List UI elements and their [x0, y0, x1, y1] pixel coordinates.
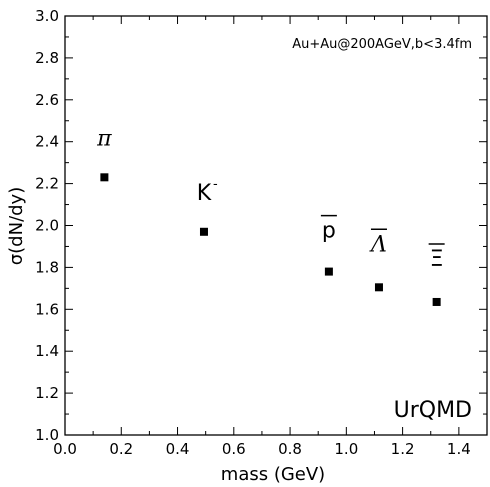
data-point	[100, 173, 109, 182]
x-tick-label: 0.2	[109, 440, 133, 458]
data-point	[324, 267, 333, 276]
particle-label: π	[96, 126, 112, 151]
y-tick-label: 2.2	[35, 175, 59, 193]
particle-label: Ξ	[430, 247, 444, 272]
x-tick-label: 0.4	[166, 440, 190, 458]
y-tick-label: 1.4	[35, 342, 59, 360]
data-points	[100, 173, 441, 306]
x-tick-label: 0.6	[222, 440, 246, 458]
x-tick-label: 1.4	[447, 440, 471, 458]
ticks: 0.0 0.2 0.4 0.6 0.8 1.0 1.2 1.4 1.0 1.2 1.4 1.6 1.8 2…	[35, 7, 488, 458]
data-point	[432, 297, 441, 306]
x-tick-label: 1.0	[334, 440, 358, 458]
y-tick-label: 1.6	[35, 300, 59, 318]
data-point	[199, 227, 208, 236]
particle-label: K	[197, 181, 212, 206]
chart-annotation: Au+Au@200AGeV,b<3.4fm	[292, 37, 472, 52]
particle-label-superscript: -	[213, 177, 218, 192]
point-labels: π K - p Λ Ξ	[96, 126, 445, 272]
y-tick-label: 1.8	[35, 258, 59, 276]
y-tick-label: 2.0	[35, 217, 59, 235]
x-tick-label: 0.8	[278, 440, 302, 458]
x-axis-title: mass (GeV)	[221, 464, 325, 485]
x-tick-label: 1.2	[391, 440, 415, 458]
y-axis-title: σ(dN/dy)	[6, 187, 27, 266]
data-point	[374, 283, 383, 292]
y-tick-label: 1.2	[35, 384, 59, 402]
urqmd-watermark: UrQMD	[394, 398, 472, 423]
x-tick-label: 0.0	[53, 440, 77, 458]
y-tick-label: 2.6	[35, 91, 59, 109]
y-tick-label: 3.0	[35, 7, 59, 25]
axes	[64, 15, 488, 436]
plot-frame	[64, 15, 488, 436]
y-tick-label: 2.4	[35, 133, 59, 151]
particle-label: Λ	[369, 232, 387, 257]
y-tick-label: 2.8	[35, 49, 59, 67]
y-tick-label: 1.0	[35, 426, 59, 444]
particle-label: p	[322, 219, 336, 244]
